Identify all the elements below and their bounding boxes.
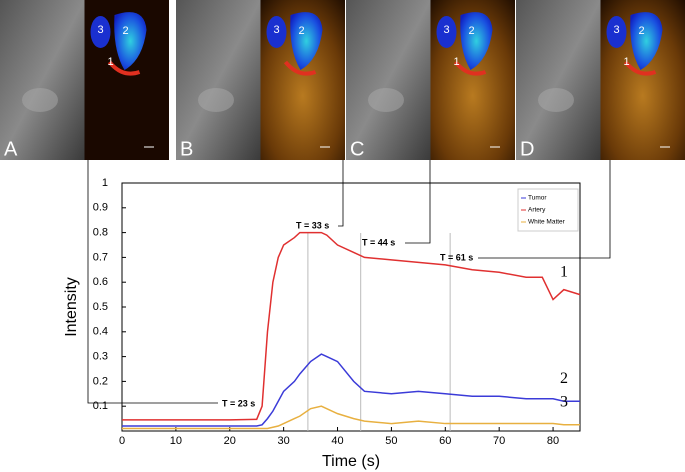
legend-label: Tumor (528, 195, 547, 202)
legend-label: Artery (528, 207, 546, 214)
ultrasound-bmode (516, 0, 601, 160)
region-label: 2 (299, 25, 305, 37)
x-tick-label: 40 (331, 435, 343, 447)
region-label: 3 (614, 24, 620, 36)
region-2 (630, 12, 663, 70)
y-tick-label: 0.6 (93, 276, 108, 288)
region-3 (90, 16, 111, 48)
region-label: 3 (98, 24, 104, 36)
x-tick-label: 50 (385, 435, 397, 447)
panel-label: D (520, 138, 534, 160)
artery (623, 60, 657, 76)
x-tick-label: 20 (224, 435, 236, 447)
ultrasound-bmode (0, 0, 85, 160)
region-label: 2 (469, 25, 475, 37)
annotation: T = 33 s (296, 220, 329, 230)
y-tick-label: 0.5 (93, 301, 108, 313)
region-2 (114, 12, 147, 70)
annotation: T = 23 s (222, 398, 255, 408)
connector (338, 160, 344, 227)
structure (538, 88, 574, 112)
curve-label: 3 (560, 393, 568, 410)
y-tick-label: 1 (102, 177, 108, 189)
region-label: 1 (454, 56, 460, 68)
region-2 (290, 12, 323, 70)
y-axis-label: Intensity (63, 277, 80, 337)
structure (368, 88, 404, 112)
structure (22, 88, 58, 112)
panel-label: B (180, 138, 193, 160)
y-tick-label: 0.9 (93, 202, 108, 214)
region-label: 2 (123, 25, 129, 37)
series-line (122, 231, 581, 421)
region-3 (606, 16, 627, 48)
ultrasound-bmode (346, 0, 431, 160)
artery (107, 60, 141, 76)
legend-box (517, 188, 579, 232)
connector (87, 160, 218, 404)
y-tick-label: 0.1 (93, 400, 108, 412)
y-tick-label: 0.8 (93, 227, 108, 239)
curve-label: 2 (560, 370, 568, 387)
x-tick-label: 0 (119, 435, 125, 447)
connector (405, 160, 431, 244)
y-tick-label: 0.2 (93, 375, 108, 387)
series-line (122, 405, 580, 430)
ultrasound-bmode (176, 0, 261, 160)
panel-label: C (350, 138, 364, 160)
region-label: 1 (624, 56, 630, 68)
artery (453, 60, 487, 76)
legend-label: White Matter (528, 219, 566, 226)
x-tick-label: 80 (547, 435, 559, 447)
annotation: T = 44 s (362, 237, 395, 247)
x-tick-label: 30 (278, 435, 290, 447)
x-tick-label: 10 (170, 435, 182, 447)
curve-label: 1 (560, 263, 568, 280)
region-2 (460, 12, 493, 70)
x-axis-label: Time (s) (322, 453, 380, 470)
annotation: T = 61 s (440, 252, 473, 262)
region-3 (436, 16, 457, 48)
series-line (122, 353, 580, 427)
x-tick-label: 60 (439, 435, 451, 447)
y-tick-label: 0.7 (93, 251, 108, 263)
region-label: 2 (639, 25, 645, 37)
plot-frame (121, 182, 581, 432)
y-tick-label: 0.4 (93, 326, 108, 338)
region-label: 1 (108, 56, 114, 68)
panel-label: A (4, 138, 18, 160)
region-label: 3 (274, 24, 280, 36)
region-3 (266, 16, 287, 48)
connector (478, 160, 611, 259)
region-label: 3 (444, 24, 450, 36)
artery (283, 60, 317, 76)
structure (198, 88, 234, 112)
y-tick-label: 0.3 (93, 351, 108, 363)
x-tick-label: 70 (493, 435, 505, 447)
